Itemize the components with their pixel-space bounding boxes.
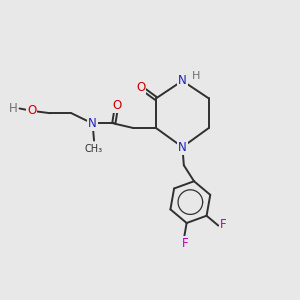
Text: H: H: [192, 71, 200, 81]
Text: F: F: [182, 237, 189, 250]
Text: O: O: [112, 99, 122, 112]
Text: N: N: [178, 141, 187, 154]
Text: O: O: [136, 81, 145, 94]
Text: CH₃: CH₃: [85, 144, 103, 154]
Text: N: N: [178, 74, 187, 87]
Text: N: N: [88, 117, 97, 130]
Text: F: F: [220, 218, 227, 232]
Text: H: H: [8, 102, 17, 115]
Text: O: O: [27, 104, 37, 117]
